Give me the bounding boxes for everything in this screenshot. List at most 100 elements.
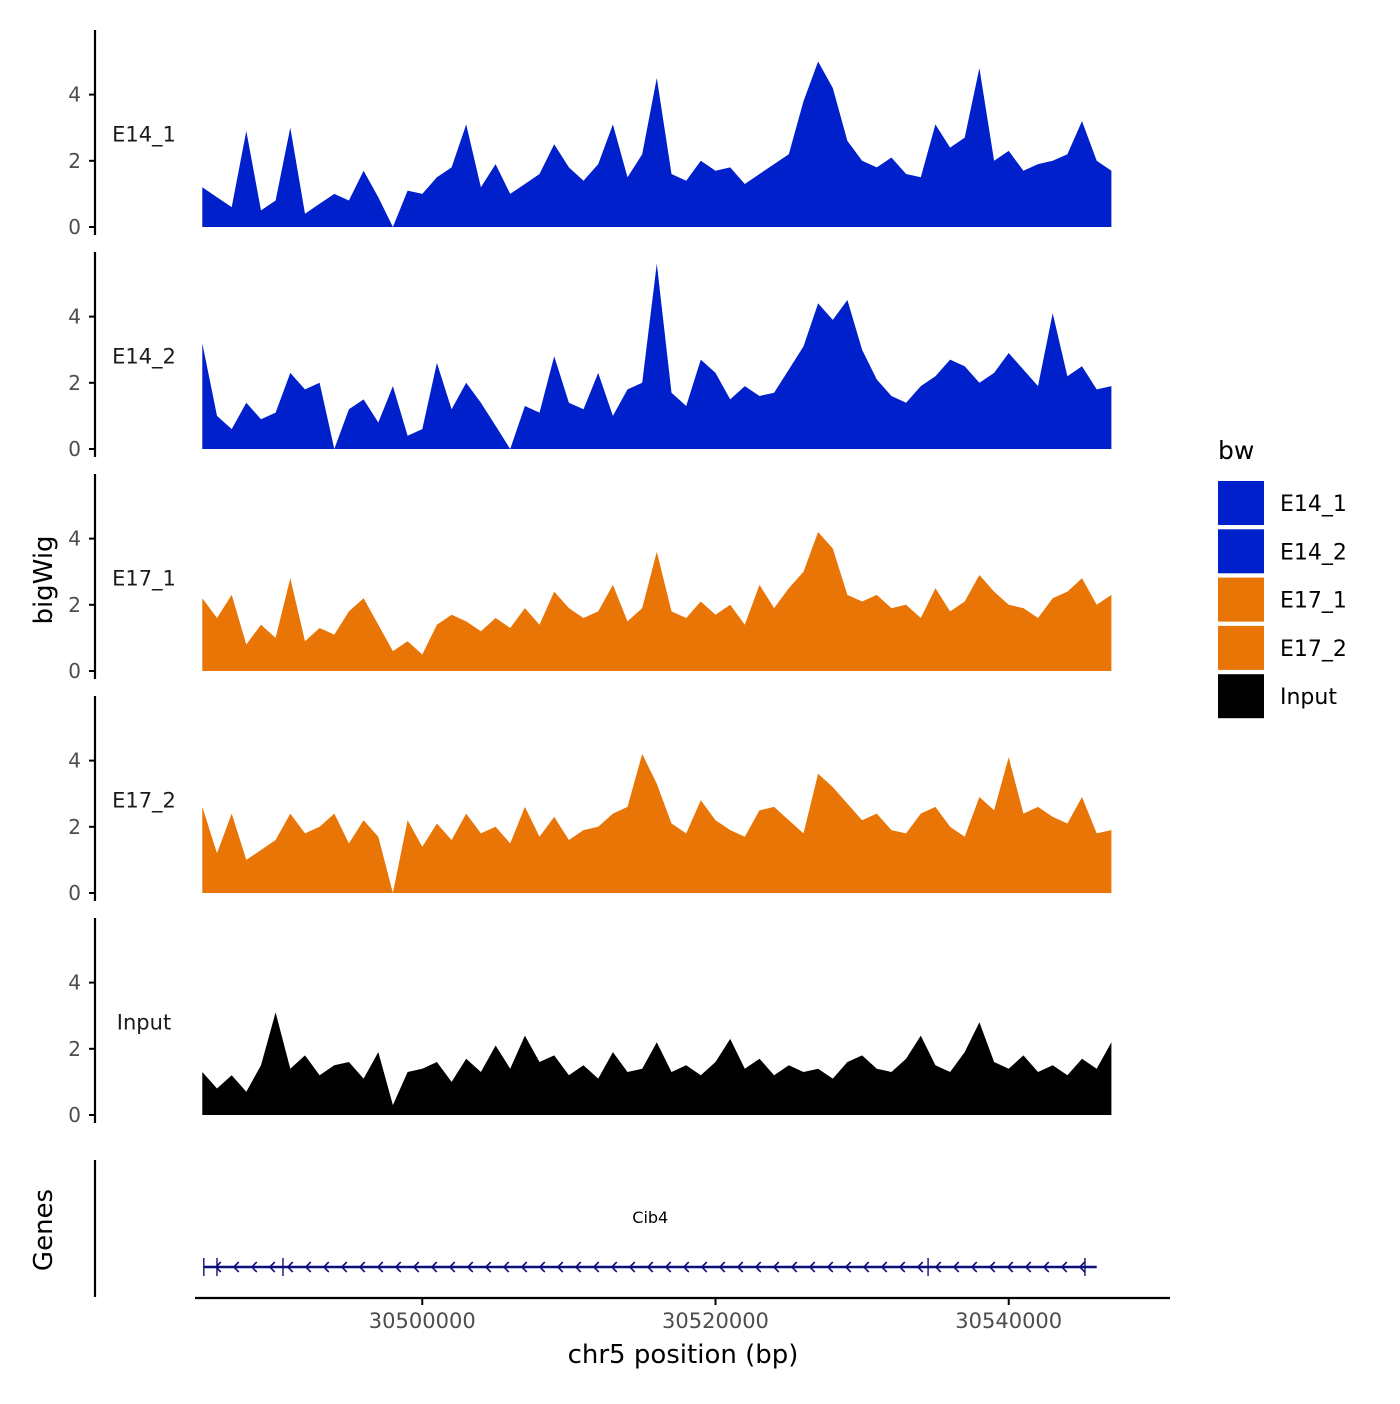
strand-arrow (1042, 1261, 1050, 1273)
y-tick-label: 2 (68, 815, 81, 839)
y-tick-label: 4 (68, 83, 81, 107)
legend-title: bw (1218, 436, 1254, 465)
strand-arrow (736, 1261, 744, 1273)
strand-arrow (826, 1261, 834, 1273)
x-tick-label: 30540000 (955, 1309, 1062, 1333)
x-tick-label: 30500000 (369, 1309, 476, 1333)
strand-arrow (790, 1261, 798, 1273)
gene-track: Cib4 (93, 1160, 1097, 1297)
bigwig-tracks: 0 2 4 E14_1 0 2 4 E14_2 0 2 4 E17_1 0 2 4 E17_2 0 2 4 Input (68, 30, 1112, 1127)
strand-arrow (520, 1261, 528, 1273)
strand-arrow (1006, 1261, 1014, 1273)
strand-arrow (574, 1261, 582, 1273)
y-tick-label: 0 (68, 437, 81, 461)
strand-arrow (592, 1261, 600, 1273)
legend-item-E17_1: E17_1 (1218, 577, 1347, 622)
strand-arrow (304, 1261, 312, 1273)
track-label: E17_1 (112, 566, 176, 591)
strand-arrow (700, 1261, 708, 1273)
track-label: Input (117, 1010, 171, 1034)
legend-swatch (1218, 577, 1264, 622)
legend-label: E14_2 (1280, 540, 1347, 565)
strand-arrow (628, 1261, 636, 1273)
strand-arrow (466, 1261, 474, 1273)
x-axis: 30500000 30520000 30540000 (195, 1296, 1170, 1333)
strand-arrow (934, 1261, 942, 1273)
legend-swatch (1218, 481, 1264, 525)
strand-arrow (988, 1261, 996, 1273)
gene-label: Cib4 (632, 1208, 668, 1227)
strand-arrow (970, 1261, 978, 1273)
track-E17_1: 0 2 4 E17_1 (68, 474, 1112, 683)
strand-arrow (718, 1261, 726, 1273)
legend-swatch (1218, 674, 1264, 719)
strand-arrow (484, 1261, 492, 1273)
strand-arrow (376, 1261, 384, 1273)
track-E14_1: 0 2 4 E14_1 (68, 30, 1112, 239)
y-tick-label: 4 (68, 527, 81, 551)
strand-arrow (754, 1261, 762, 1273)
strand-arrow (772, 1261, 780, 1273)
legend-swatch (1218, 529, 1264, 574)
y-tick-label: 0 (68, 1103, 81, 1127)
legend-swatch (1218, 625, 1264, 670)
legend: bw E14_1 E14_2 E17_1 E17_2 Input (1218, 436, 1347, 719)
legend-label: Input (1280, 685, 1337, 710)
y-tick-label: 2 (68, 149, 81, 173)
genes-axis-label: Genes (29, 1189, 59, 1271)
strand-arrow (898, 1261, 906, 1273)
strand-arrow (610, 1261, 618, 1273)
y-tick-label: 2 (68, 371, 81, 395)
strand-arrow (448, 1261, 456, 1273)
strand-arrow (250, 1261, 258, 1273)
strand-arrow (952, 1261, 960, 1273)
legend-item-E14_2: E14_2 (1218, 529, 1347, 574)
area-Input (202, 1012, 1112, 1115)
legend-label: E17_1 (1280, 589, 1347, 614)
strand-arrow (340, 1261, 348, 1273)
strand-arrow (358, 1261, 366, 1273)
strand-arrow (1024, 1261, 1032, 1273)
y-tick-label: 0 (68, 659, 81, 683)
legend-label: E17_2 (1280, 637, 1347, 662)
strand-arrow (880, 1261, 888, 1273)
area-E14_1 (202, 61, 1112, 227)
track-label: E17_2 (112, 788, 176, 813)
strand-arrow (268, 1261, 276, 1273)
track-label: E14_1 (112, 122, 176, 147)
strand-arrow (232, 1261, 240, 1273)
area-E17_2 (202, 754, 1112, 893)
strand-arrow (394, 1261, 402, 1273)
strand-arrow (412, 1261, 420, 1273)
y-axis-label: bigWig (29, 535, 59, 624)
area-E17_1 (202, 532, 1112, 671)
strand-arrow (808, 1261, 816, 1273)
track-E14_2: 0 2 4 E14_2 (68, 252, 1112, 461)
x-tick-label: 30520000 (662, 1309, 769, 1333)
x-axis-label: chr5 position (bp) (568, 1340, 799, 1370)
strand-arrow (646, 1261, 654, 1273)
strand-arrow (430, 1261, 438, 1273)
y-tick-label: 4 (68, 749, 81, 773)
track-label: E14_2 (112, 344, 176, 369)
strand-arrow (286, 1261, 294, 1273)
legend-item-E14_1: E14_1 (1218, 481, 1347, 525)
strand-arrow (322, 1261, 330, 1273)
strand-arrow (916, 1261, 924, 1273)
y-tick-label: 0 (68, 215, 81, 239)
strand-arrow (862, 1261, 870, 1273)
gene-Cib4: Cib4 (203, 1208, 1097, 1276)
strand-arrow (844, 1261, 852, 1273)
strand-arrow (1078, 1261, 1086, 1273)
y-tick-label: 4 (68, 971, 81, 995)
strand-arrow (214, 1261, 222, 1273)
strand-arrow (1060, 1261, 1068, 1273)
area-E14_2 (202, 263, 1112, 449)
y-tick-label: 2 (68, 1037, 81, 1061)
legend-item-Input: Input (1218, 674, 1337, 719)
y-tick-label: 0 (68, 881, 81, 905)
strand-arrow (556, 1261, 564, 1273)
